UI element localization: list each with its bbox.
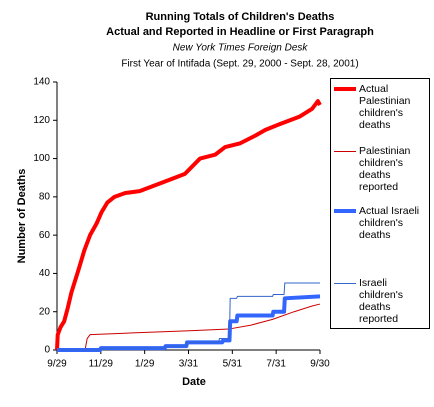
y-tick-label: 100 xyxy=(33,153,50,164)
legend-swatch xyxy=(334,150,356,152)
legend-label: Actual Palestinian children's deaths xyxy=(359,83,411,131)
legend-swatch xyxy=(334,209,356,213)
series-line xyxy=(57,303,321,351)
y-tick-label: 120 xyxy=(33,115,50,126)
legend-label: Palestinian children's deaths reported xyxy=(359,145,411,193)
y-tick-label: 20 xyxy=(39,306,51,317)
x-tick-label: 3/31 xyxy=(179,359,199,370)
y-axis-label: Number of Deaths xyxy=(16,169,28,264)
chart-title: Actual and Reported in Headline or First… xyxy=(106,26,374,38)
x-tick-label: 7/31 xyxy=(266,359,286,370)
x-tick-label: 9/30 xyxy=(310,359,330,370)
legend-swatch xyxy=(334,87,356,91)
series-line xyxy=(57,282,320,351)
y-tick-label: 80 xyxy=(39,191,51,202)
legend-label: Israeli children's deaths reported xyxy=(359,277,404,325)
chart-subtitle: First Year of Intifada (Sept. 29, 2000 -… xyxy=(121,59,358,70)
x-axis-label: Date xyxy=(182,376,206,388)
y-tick-label: 0 xyxy=(44,345,50,356)
x-tick-label: 9/29 xyxy=(47,359,67,370)
x-tick-label: 1/29 xyxy=(135,359,155,370)
y-tick-label: 140 xyxy=(33,77,50,88)
chart-title: Running Totals of Children's Deaths xyxy=(146,11,335,23)
legend-label: Actual Israeli children's deaths xyxy=(359,205,420,241)
legend: Actual Palestinian children's deaths Pale… xyxy=(330,78,430,329)
legend-swatch xyxy=(334,282,356,284)
x-tick-label: 5/31 xyxy=(223,359,243,370)
series-line xyxy=(55,99,322,351)
x-tick-label: 11/29 xyxy=(89,359,114,370)
y-tick-label: 40 xyxy=(39,268,51,279)
chart-subtitle: New York Times Foreign Desk xyxy=(173,43,309,54)
y-tick-label: 60 xyxy=(39,230,51,241)
